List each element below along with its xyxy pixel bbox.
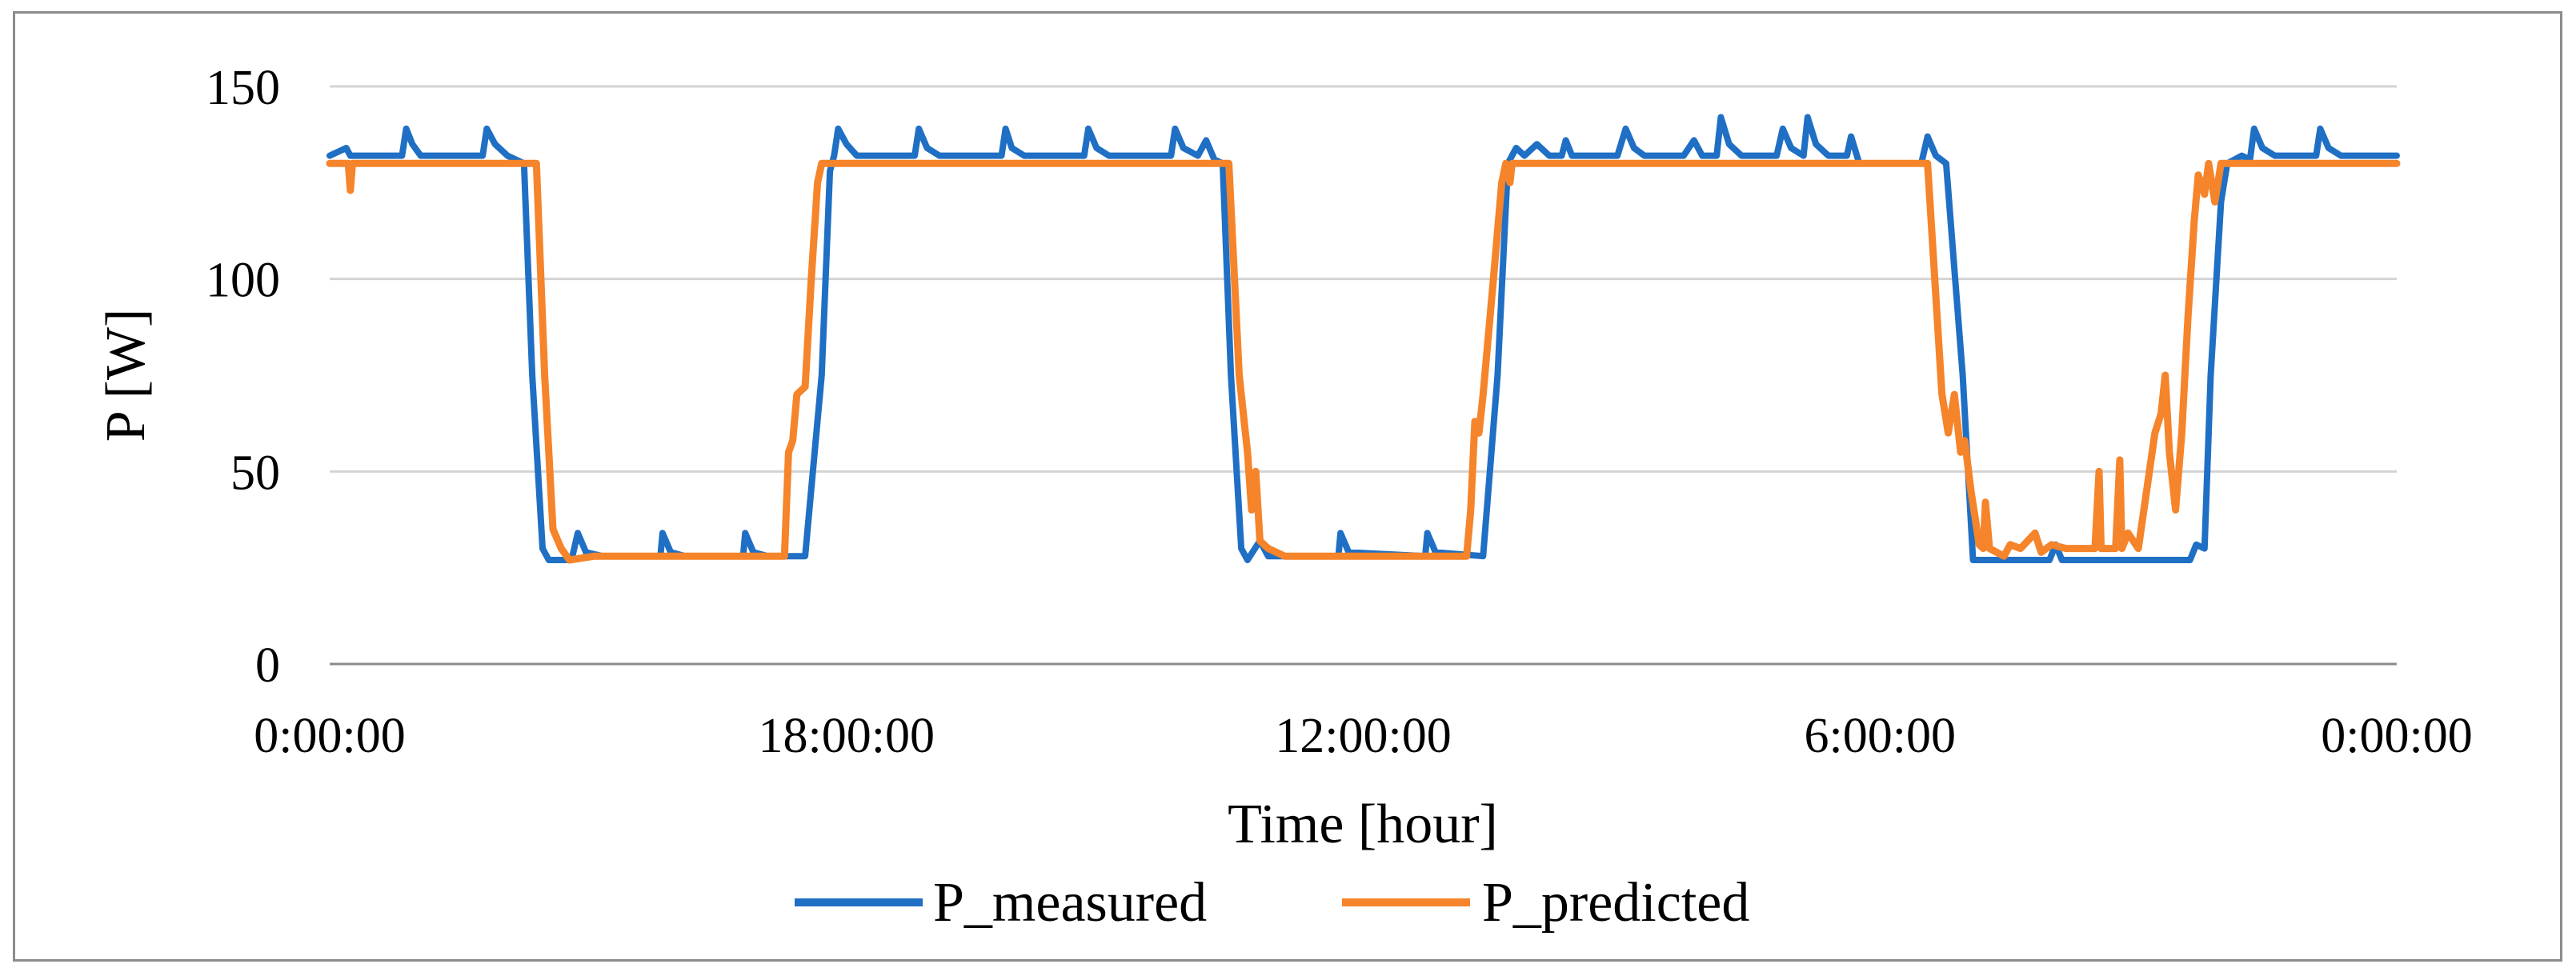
x-tick-label: 0:00:00 — [254, 709, 405, 763]
series-lines — [326, 114, 2401, 564]
x-tick-label: 0:00:00 — [2321, 709, 2472, 763]
y-tick-label: 150 — [206, 61, 280, 115]
series-line-p-predicted — [326, 159, 2401, 564]
legend-label-p-measured: P_measured — [933, 872, 1207, 934]
gridlines — [330, 85, 2397, 473]
y-tick-labels: 0 50 100 150 — [206, 61, 280, 693]
series-line-p-measured — [327, 114, 2400, 563]
chart-frame — [13, 11, 2562, 962]
y-tick-label: 0 — [255, 638, 280, 693]
x-axis-label: Time [hour] — [1228, 794, 1498, 855]
legend-label-p-predicted: P_predicted — [1482, 872, 1749, 934]
x-tick-labels: 0:00:00 18:00:00 12:00:00 6:00:00 0:00:00 — [254, 709, 2472, 763]
x-tick-label: 12:00:00 — [1275, 709, 1451, 763]
legend: P_measured P_predicted — [795, 872, 1749, 934]
y-tick-label: 50 — [230, 446, 280, 500]
x-tick-label: 18:00:00 — [759, 709, 935, 763]
x-tick-label: 6:00:00 — [1805, 709, 1956, 763]
y-tick-label: 100 — [206, 254, 280, 308]
y-axis-label: P [W] — [95, 309, 157, 442]
